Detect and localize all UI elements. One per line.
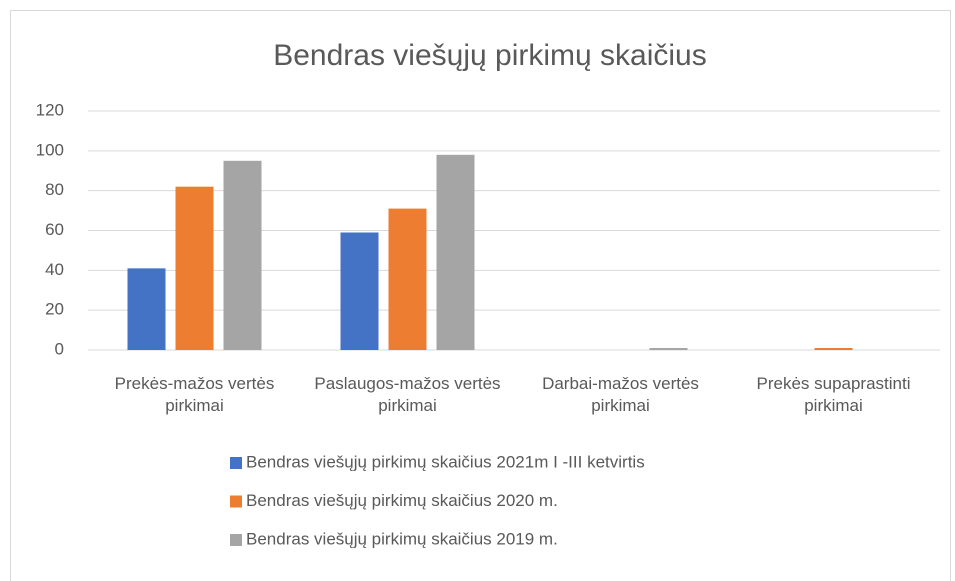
legend-swatch bbox=[230, 457, 242, 469]
y-tick-label: 80 bbox=[45, 180, 64, 199]
y-tick-label: 120 bbox=[36, 100, 64, 119]
legend-swatch bbox=[230, 495, 242, 508]
y-tick-label: 40 bbox=[45, 260, 64, 279]
chart-frame bbox=[10, 10, 951, 581]
legend-label: Bendras viešųjų pirkimų skaičius 2021m I… bbox=[246, 452, 645, 471]
x-tick-label: Prekės-mažos vertės pirkimai bbox=[114, 374, 275, 415]
bar bbox=[814, 348, 853, 350]
legend-label: Bendras viešųjų pirkimų skaičius 2020 m. bbox=[246, 491, 558, 510]
x-tick-label: Darbai-mažos vertės pirkimai bbox=[542, 374, 699, 415]
y-tick-label: 20 bbox=[45, 300, 64, 319]
bar bbox=[175, 186, 214, 350]
legend-swatch bbox=[230, 534, 242, 546]
chart-title: Bendras viešųjų pirkimų skaičius bbox=[273, 39, 707, 72]
x-tick-label: Paslaugos-mažos vertės pirkimai bbox=[314, 374, 501, 415]
y-tick-label: 0 bbox=[55, 339, 64, 358]
bar bbox=[223, 160, 262, 350]
bar bbox=[340, 232, 379, 350]
x-tick-label: Prekės supaprastinti pirkimai bbox=[756, 374, 911, 415]
bar bbox=[388, 208, 427, 350]
y-tick-label: 60 bbox=[45, 220, 64, 239]
bar bbox=[436, 154, 475, 350]
y-tick-label: 100 bbox=[36, 140, 64, 159]
bar bbox=[127, 268, 166, 350]
legend-label: Bendras viešųjų pirkimų skaičius 2019 m. bbox=[246, 529, 558, 548]
bar bbox=[649, 348, 688, 350]
